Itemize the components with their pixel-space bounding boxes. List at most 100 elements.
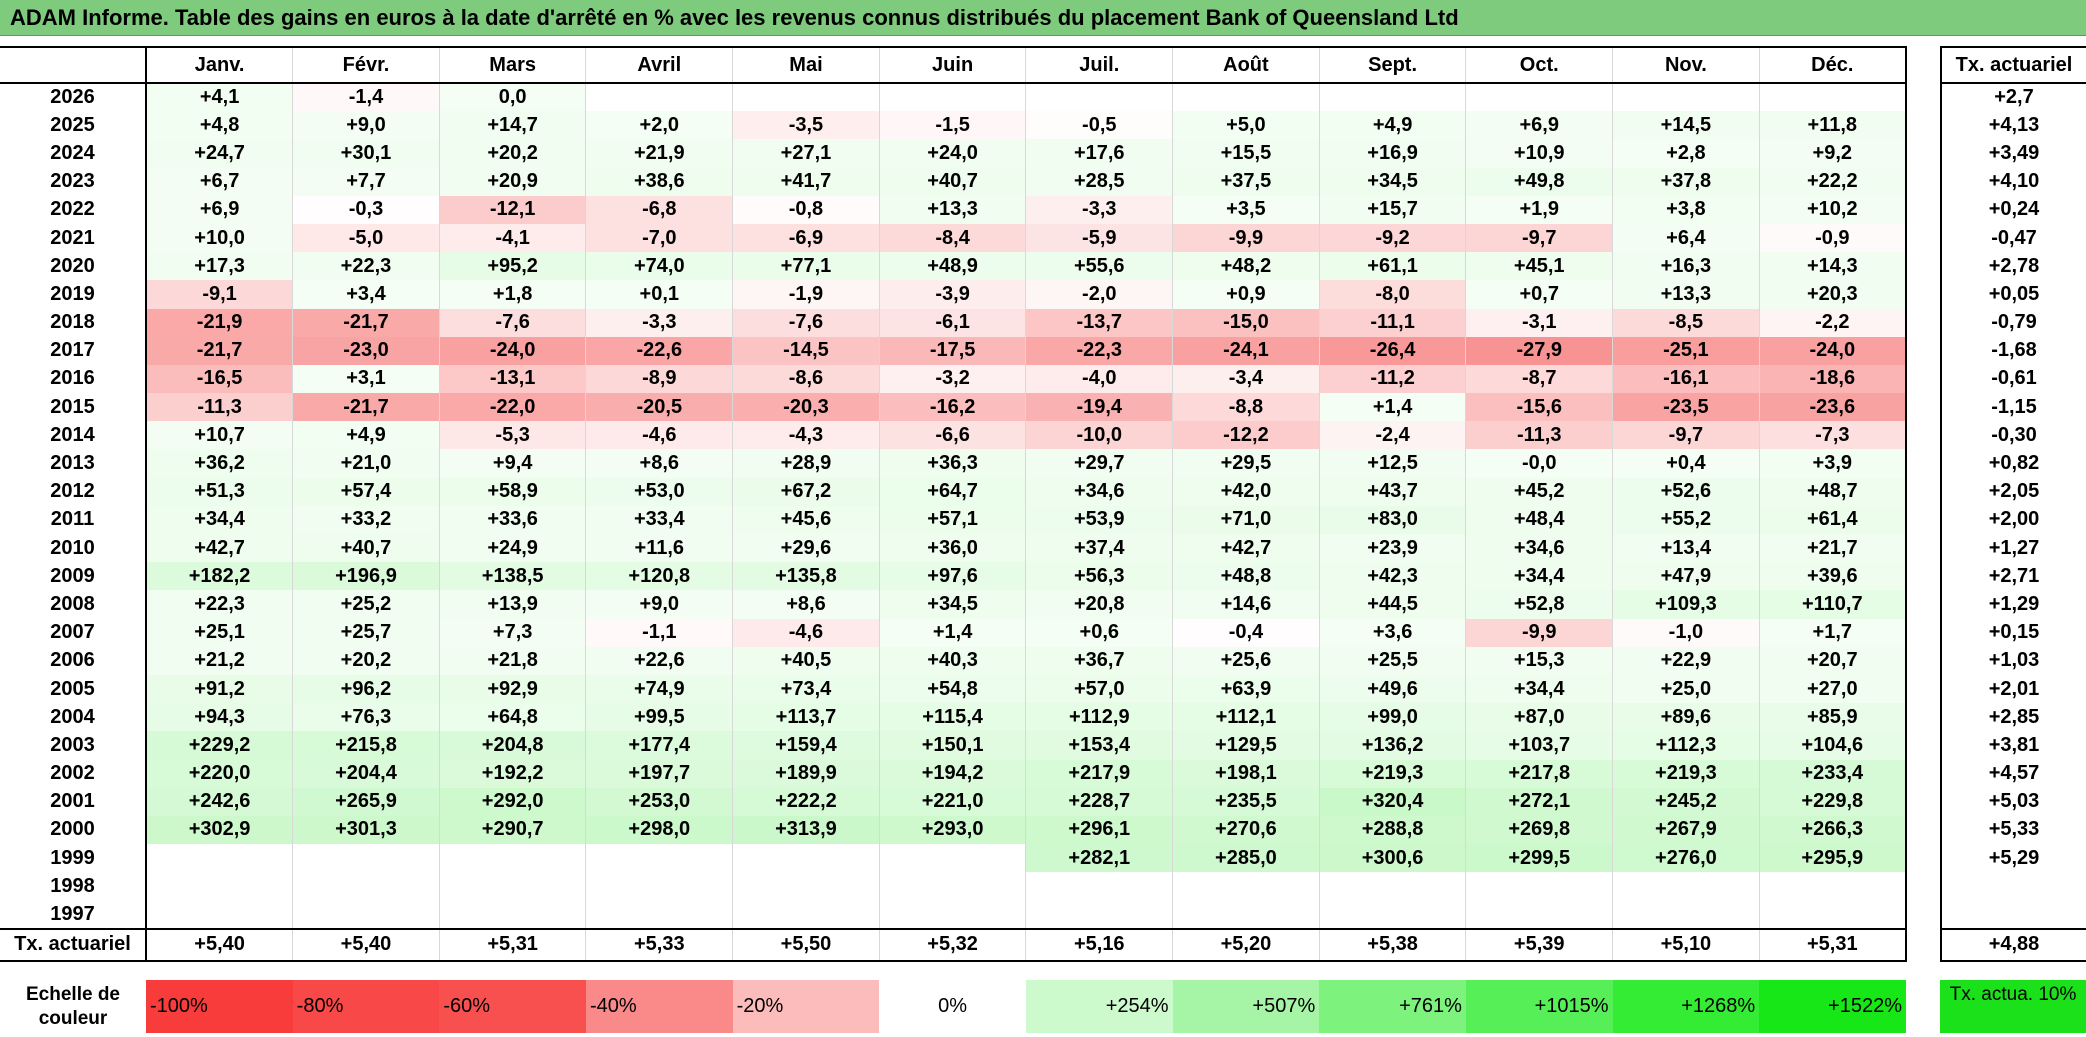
value-cell: +269,8 (1465, 815, 1613, 845)
value-cell: +30,1 (292, 139, 440, 168)
value-cell: +221,0 (878, 787, 1026, 816)
scale-step: +1015% (1465, 980, 1613, 1033)
value-cell: 0,0 (438, 83, 586, 112)
value-cell: +29,5 (1172, 449, 1320, 478)
month-header: Oct. (1465, 47, 1613, 84)
value-cell: +112,1 (1172, 703, 1320, 732)
value-cell: +29,7 (1025, 449, 1173, 478)
value-cell: +95,2 (438, 252, 586, 281)
value-cell (292, 844, 440, 873)
value-cell: +94,3 (145, 703, 293, 732)
value-cell: +8,6 (585, 449, 733, 478)
value-cell: +204,4 (292, 759, 440, 788)
value-cell: +1,8 (438, 280, 586, 309)
value-cell: -21,9 (145, 308, 293, 337)
value-cell: +42,0 (1172, 477, 1320, 506)
year-label: 1999 (0, 844, 147, 873)
value-cell: -20,3 (732, 393, 880, 422)
year-label: 2007 (0, 618, 147, 647)
value-cell (1758, 83, 1906, 112)
value-cell: +266,3 (1758, 815, 1906, 845)
value-cell: +0,6 (1025, 618, 1173, 647)
value-cell: -11,3 (1465, 421, 1613, 450)
value-cell: +57,1 (878, 505, 1026, 534)
table-row: 2002 +220,0 +204,4 +192,2 +197,7 +189,9 +194,2… (0, 759, 1906, 788)
value-cell: +40,7 (292, 534, 440, 563)
value-cell: +16,9 (1318, 139, 1466, 168)
value-cell: -24,1 (1172, 336, 1320, 365)
value-cell: +135,8 (732, 562, 880, 591)
total-cell: +5,32 (878, 927, 1026, 961)
actuarial-rate-cell: +2,78 (1988, 254, 2040, 277)
actuarial-rate-cell: +5,29 (1988, 846, 2040, 869)
gains-table: Janv. Févr. Mars Avril Mai Juin Juil. Août Sept.… (0, 46, 1907, 962)
value-cell: +3,5 (1172, 195, 1320, 224)
value-cell: -7,6 (438, 308, 586, 337)
value-cell: +96,2 (292, 674, 440, 704)
value-cell: +49,8 (1465, 167, 1613, 196)
scale-step: 0% (879, 980, 1026, 1033)
value-cell: +4,9 (292, 421, 440, 450)
table-row: 2012 +51,3 +57,4 +58,9 +53,0 +67,2 +64,7 +34,6 +… (0, 477, 1906, 506)
year-label: 2002 (0, 759, 147, 788)
scale-step: -40% (585, 980, 733, 1033)
value-cell: +233,4 (1758, 759, 1906, 788)
value-cell: +270,6 (1172, 815, 1320, 845)
year-label: 2015 (0, 393, 147, 422)
value-cell: +99,5 (585, 703, 733, 732)
color-scale-legend: Echelle de couleur -100% -80% -60% -40% -20% 0… (0, 980, 1906, 1033)
table-row: 2018 -21,9 -21,7 -7,6 -3,3 -7,6 -6,1 -13,7 -15,0… (0, 308, 1906, 337)
actuarial-rate-cell: +0,05 (1988, 282, 2040, 305)
table-row: 2019 -9,1 +3,4 +1,8 +0,1 -1,9 -3,9 -2,0 +0,9 -8,0… (0, 280, 1906, 309)
value-cell: -11,2 (1318, 364, 1466, 394)
value-cell: +5,0 (1172, 111, 1320, 140)
value-cell: -27,9 (1465, 336, 1613, 365)
value-cell: +83,0 (1318, 505, 1466, 534)
total-cell: +5,16 (1025, 927, 1173, 961)
year-label: 2025 (0, 111, 147, 140)
value-cell: +34,5 (878, 590, 1026, 619)
table-row: 2000 +302,9 +301,3 +290,7 +298,0 +313,9 +293,0… (0, 815, 1906, 845)
value-cell: -21,7 (145, 336, 293, 365)
value-cell: +27,0 (1758, 674, 1906, 704)
value-cell: +29,6 (732, 534, 880, 563)
value-cell: +215,8 (292, 731, 440, 760)
value-cell: -24,0 (1758, 336, 1906, 365)
value-cell: -26,4 (1318, 336, 1466, 365)
value-cell: -20,5 (585, 393, 733, 422)
table-row: 2017 -21,7 -23,0 -24,0 -22,6 -14,5 -17,5 -22,3-… (0, 336, 1906, 365)
value-cell: +288,8 (1318, 815, 1466, 845)
overall-total-cell: +4,88 (1941, 927, 2086, 961)
value-cell: -1,4 (292, 83, 440, 112)
value-cell: +115,4 (878, 703, 1026, 732)
value-cell: +298,0 (585, 815, 733, 845)
value-cell: +7,3 (438, 618, 586, 647)
value-cell (292, 872, 440, 901)
value-cell: +64,8 (438, 703, 586, 732)
actuarial-column: Tx. actuariel +2,7 +4,13 +3,49 +4,10 +0,24 -0,… (1940, 46, 2086, 962)
value-cell: -24,0 (438, 336, 586, 365)
table-row: 2016 -16,5 +3,1 -13,1 -8,9 -8,6 -3,2 -4,0 -3,4 -1… (0, 364, 1906, 394)
value-cell: +13,9 (438, 590, 586, 619)
table-row: 2001 +242,6 +265,9 +292,0 +253,0 +222,2 +221,0… (0, 787, 1906, 816)
value-cell: +10,2 (1758, 195, 1906, 224)
value-cell: +11,6 (585, 534, 733, 563)
value-cell: -7,0 (585, 223, 733, 253)
value-cell: +120,8 (585, 562, 733, 591)
value-cell: +276,0 (1612, 844, 1760, 873)
value-cell: +73,4 (732, 674, 880, 704)
value-cell: +267,9 (1612, 815, 1760, 845)
value-cell: -9,7 (1465, 223, 1613, 253)
value-cell: +1,4 (878, 618, 1026, 647)
value-cell: +21,8 (438, 646, 586, 675)
value-cell: +229,2 (145, 731, 293, 760)
value-cell: +42,7 (1172, 534, 1320, 563)
value-cell: +6,7 (145, 167, 293, 196)
value-cell: +159,4 (732, 731, 880, 760)
actuarial-rate-cell: +2,05 (1988, 480, 2040, 503)
value-cell: +91,2 (145, 674, 293, 704)
value-cell: +0,7 (1465, 280, 1613, 309)
value-cell: +110,7 (1758, 590, 1906, 619)
corner-cell (0, 47, 147, 84)
value-cell: +22,3 (145, 590, 293, 619)
